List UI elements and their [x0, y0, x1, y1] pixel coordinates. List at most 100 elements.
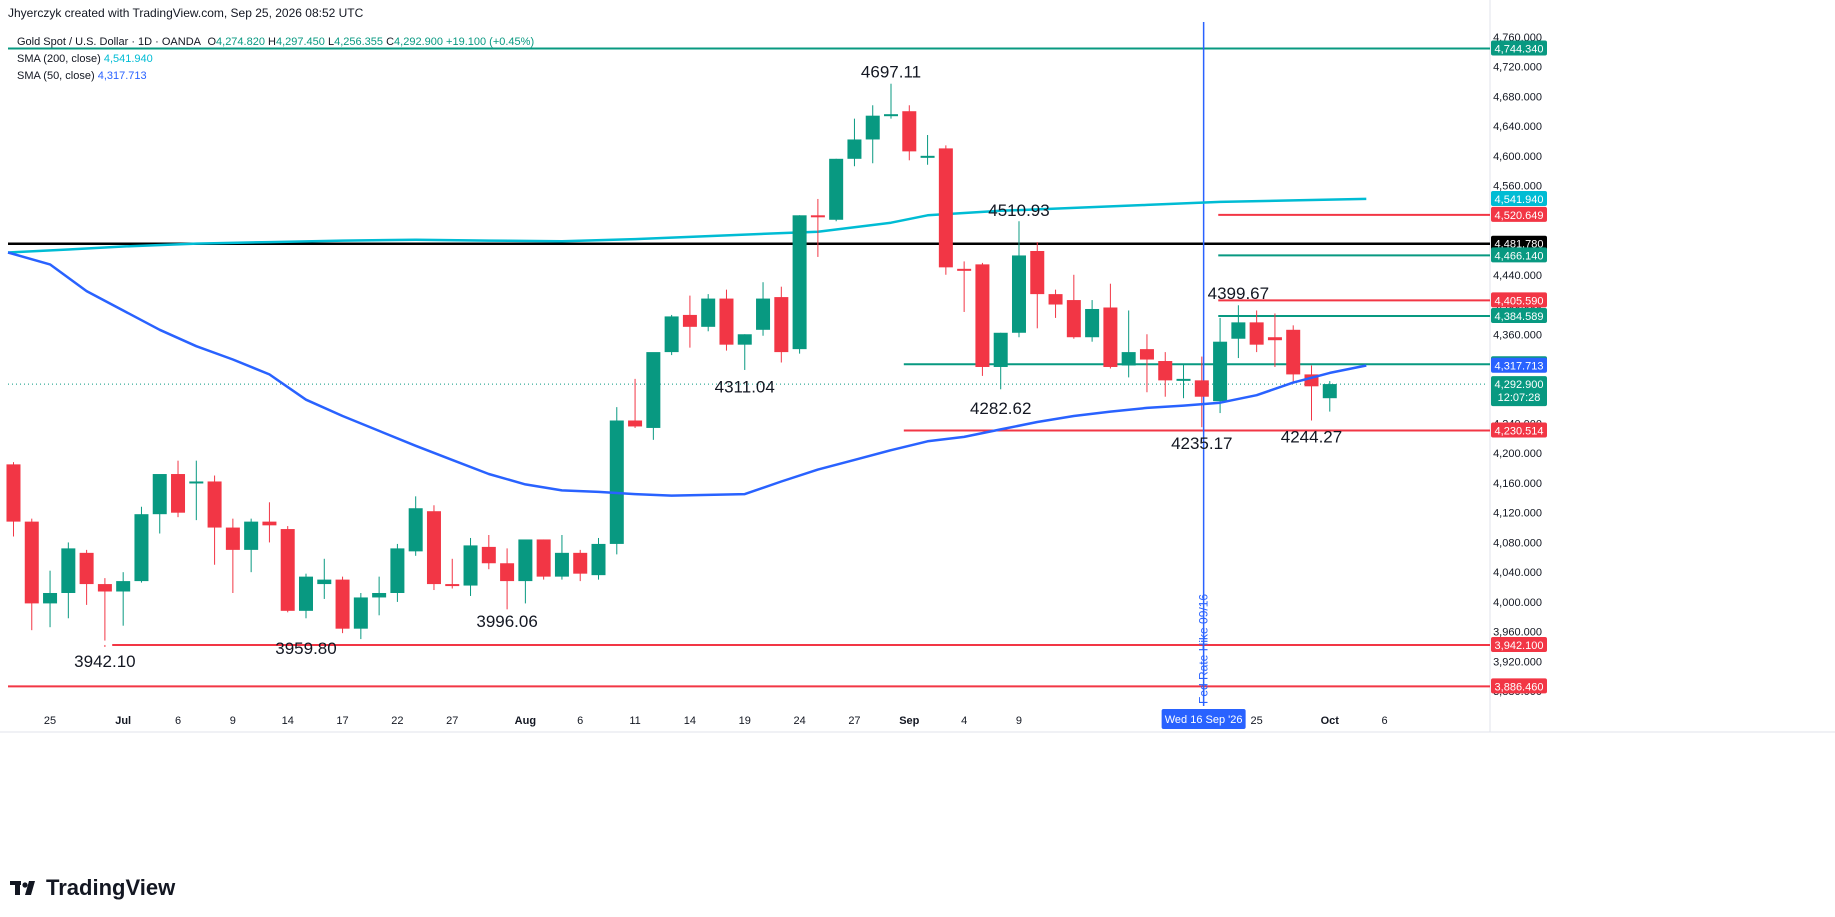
candle	[262, 502, 277, 543]
candle-body	[628, 420, 643, 427]
price-tag-text: 4,384.589	[1495, 311, 1544, 323]
candle	[1231, 305, 1246, 359]
level-price-tag: 4,744.340	[1491, 40, 1547, 56]
candle	[573, 549, 588, 582]
candle-body	[97, 584, 112, 592]
candle-body	[1139, 349, 1154, 360]
price-tag-bg	[1491, 292, 1547, 308]
candle-body	[116, 581, 131, 592]
candle-body	[993, 332, 1008, 367]
candle	[353, 592, 368, 640]
candle	[756, 282, 771, 336]
candle-body	[920, 155, 935, 158]
level-price-tag: 4,405.590	[1491, 292, 1547, 308]
x-tick-label: 14	[282, 715, 294, 727]
candle-body	[134, 514, 149, 582]
x-tick-label: 17	[336, 715, 348, 727]
candle	[1176, 364, 1191, 399]
candle-body	[975, 264, 990, 367]
y-tick-label: 4,640.000	[1493, 121, 1542, 133]
candle	[280, 526, 295, 613]
candle-body	[609, 420, 624, 544]
candle	[719, 289, 734, 351]
candle-body	[408, 508, 423, 552]
candle-body	[1158, 361, 1173, 381]
candle	[1030, 242, 1045, 329]
candle	[481, 535, 496, 570]
candle	[408, 496, 423, 556]
price-tag-text: 4,292.900	[1495, 379, 1544, 391]
candle	[24, 518, 39, 631]
price-tag-text: 4,405.590	[1495, 295, 1544, 307]
candle	[1085, 300, 1100, 342]
candle	[829, 158, 844, 222]
tradingview-logo-icon	[10, 881, 35, 895]
tradingview-logo[interactable]: TradingView	[10, 875, 175, 901]
price-annotation: 4697.11	[861, 63, 921, 82]
price-tag-bg	[1491, 376, 1547, 407]
event-date-label: Wed 16 Sep '26	[1165, 714, 1243, 726]
candle	[920, 135, 935, 165]
candle-body	[1103, 307, 1118, 367]
candle-body	[518, 539, 533, 582]
candle-body	[1322, 384, 1337, 399]
candle	[701, 294, 716, 332]
candle	[938, 145, 953, 275]
candle	[79, 549, 94, 605]
candle-body	[554, 552, 569, 577]
legend-high-label: H	[268, 36, 276, 48]
price-tag-bg	[1491, 422, 1547, 438]
price-annotation: 4282.62	[970, 399, 1031, 418]
candle-body	[225, 527, 240, 550]
price-tag-text: 4,317.713	[1495, 361, 1544, 373]
candle	[43, 570, 58, 628]
candle-body	[152, 474, 167, 515]
candle-body	[1304, 374, 1319, 387]
candle-body	[737, 334, 752, 345]
candle	[1139, 334, 1154, 393]
candle-body	[61, 548, 76, 593]
price-annotation: 4311.04	[715, 378, 775, 397]
candle	[518, 539, 533, 604]
candle	[957, 261, 972, 312]
y-tick-label: 4,120.000	[1493, 508, 1542, 520]
legend-low-label: L	[327, 36, 335, 48]
candle	[500, 548, 515, 610]
created-by-text: Jhyerczyk created with TradingView.com, …	[8, 6, 364, 20]
candle	[61, 542, 76, 619]
candle	[1158, 352, 1173, 397]
candle	[207, 475, 222, 565]
x-tick-label: 27	[848, 715, 860, 727]
candle	[1213, 317, 1228, 414]
legend-open-label: O	[207, 36, 217, 48]
candle-body	[335, 579, 350, 629]
plot-area	[8, 20, 1487, 712]
candle	[865, 105, 880, 164]
price-tag: 4,317.713	[1491, 357, 1547, 373]
legend-open: 4,274.820	[216, 36, 265, 48]
x-tick-label: 6	[1382, 715, 1388, 727]
candle	[792, 215, 807, 354]
y-tick-label: 4,080.000	[1493, 537, 1542, 549]
legend: Gold Spot / U.S. Dollar · 1D · OANDA O4,…	[17, 34, 534, 85]
candle-body	[372, 592, 387, 598]
y-tick-label: 3,920.000	[1493, 656, 1542, 668]
candle	[591, 537, 606, 580]
legend-close-label: C	[386, 36, 395, 48]
event-date-tag: Wed 16 Sep '26	[1161, 709, 1246, 729]
candle	[445, 558, 460, 589]
level-price-tag: 3,942.100	[1491, 636, 1547, 652]
candle	[1286, 325, 1301, 382]
legend-low: 4,256.355	[334, 36, 384, 48]
price-tag-text: 3,942.100	[1495, 640, 1544, 652]
candle-body	[1011, 255, 1026, 333]
price-tag: 4,541.940	[1491, 190, 1547, 206]
candle-body	[1176, 378, 1191, 381]
candle	[372, 576, 387, 616]
candle-body	[390, 548, 405, 593]
candle-body	[1249, 322, 1264, 345]
candle-body	[1231, 322, 1246, 339]
x-tick-label: 25	[1251, 715, 1263, 727]
